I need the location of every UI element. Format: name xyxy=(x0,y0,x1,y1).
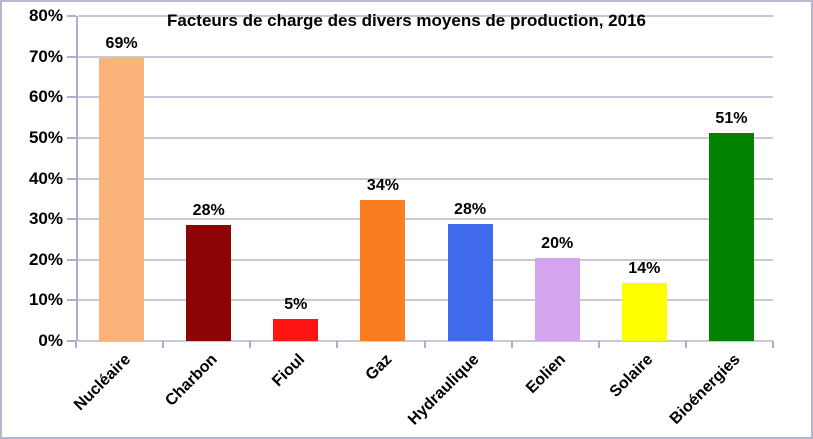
x-tick-mark xyxy=(75,341,77,348)
x-axis-tick-label: Bioénergies xyxy=(666,351,744,428)
chart-title: Facteurs de charge des divers moyens de … xyxy=(166,11,646,30)
y-axis-tick-label: 30% xyxy=(28,209,63,229)
bar-eolien xyxy=(534,257,580,341)
bar-value-label: 28% xyxy=(454,201,487,219)
x-tick-mark xyxy=(597,341,600,348)
gridline xyxy=(78,299,773,302)
x-axis-tick-label: Gaz xyxy=(362,351,395,384)
bar-nucléaire xyxy=(99,58,145,341)
y-tick-mark xyxy=(67,96,76,99)
x-axis-tick-label: Solaire xyxy=(606,351,657,401)
y-tick-mark xyxy=(67,15,76,17)
gridline xyxy=(78,96,773,99)
gridline xyxy=(78,15,773,17)
bar-solaire xyxy=(621,282,667,341)
gridline xyxy=(78,136,773,139)
x-axis-tick-label: Eolien xyxy=(523,351,570,397)
bar-hydraulique xyxy=(447,224,493,341)
y-axis-tick-label: 50% xyxy=(28,127,63,147)
y-tick-mark xyxy=(67,136,76,139)
y-axis-tick-label: 10% xyxy=(28,290,63,310)
bar-value-label: 5% xyxy=(284,295,308,313)
y-tick-mark xyxy=(67,299,76,302)
bar-value-label: 51% xyxy=(715,110,748,128)
x-axis-tick-label: Fioul xyxy=(268,351,308,391)
y-axis-tick-label: 0% xyxy=(38,331,63,350)
x-tick-mark xyxy=(772,341,774,348)
y-tick-mark xyxy=(67,177,76,180)
bar-value-label: 34% xyxy=(366,177,399,195)
y-axis-tick-label: 20% xyxy=(28,249,63,269)
bar-fioul xyxy=(273,318,319,341)
bar-bioénergies xyxy=(708,133,754,341)
y-tick-mark xyxy=(67,258,76,261)
x-tick-mark xyxy=(510,341,513,348)
gridline xyxy=(78,177,773,180)
x-axis-tick-label: Hydraulique xyxy=(404,351,483,429)
y-axis-tick-label: 60% xyxy=(28,87,63,107)
plot-area: 69% 28% 5% 34% 28% 20% 14% 51% xyxy=(76,15,773,342)
x-axis-tick-label: Charbon xyxy=(162,351,221,410)
y-tick-mark xyxy=(67,55,76,58)
y-tick-mark xyxy=(67,218,76,221)
y-axis-tick-label: 70% xyxy=(28,46,63,66)
x-tick-mark xyxy=(423,341,426,348)
x-axis-tick-label: Nucléaire xyxy=(70,351,134,414)
x-tick-mark xyxy=(336,341,339,348)
bar-value-label: 14% xyxy=(628,259,661,277)
y-axis-tick-label: 80% xyxy=(28,6,63,25)
bar-charbon xyxy=(186,225,232,341)
gridline xyxy=(78,55,773,58)
bar-gaz xyxy=(360,200,406,341)
x-tick-mark xyxy=(162,341,165,348)
gridline xyxy=(78,258,773,261)
y-tick-mark xyxy=(67,340,76,342)
gridline xyxy=(78,218,773,221)
x-tick-mark xyxy=(249,341,252,348)
x-tick-mark xyxy=(684,341,687,348)
gridline xyxy=(78,340,773,342)
bar-value-label: 69% xyxy=(105,35,138,53)
y-axis-tick-label: 40% xyxy=(28,168,63,188)
bar-value-label: 28% xyxy=(192,202,225,220)
bar-value-label: 20% xyxy=(541,234,574,252)
